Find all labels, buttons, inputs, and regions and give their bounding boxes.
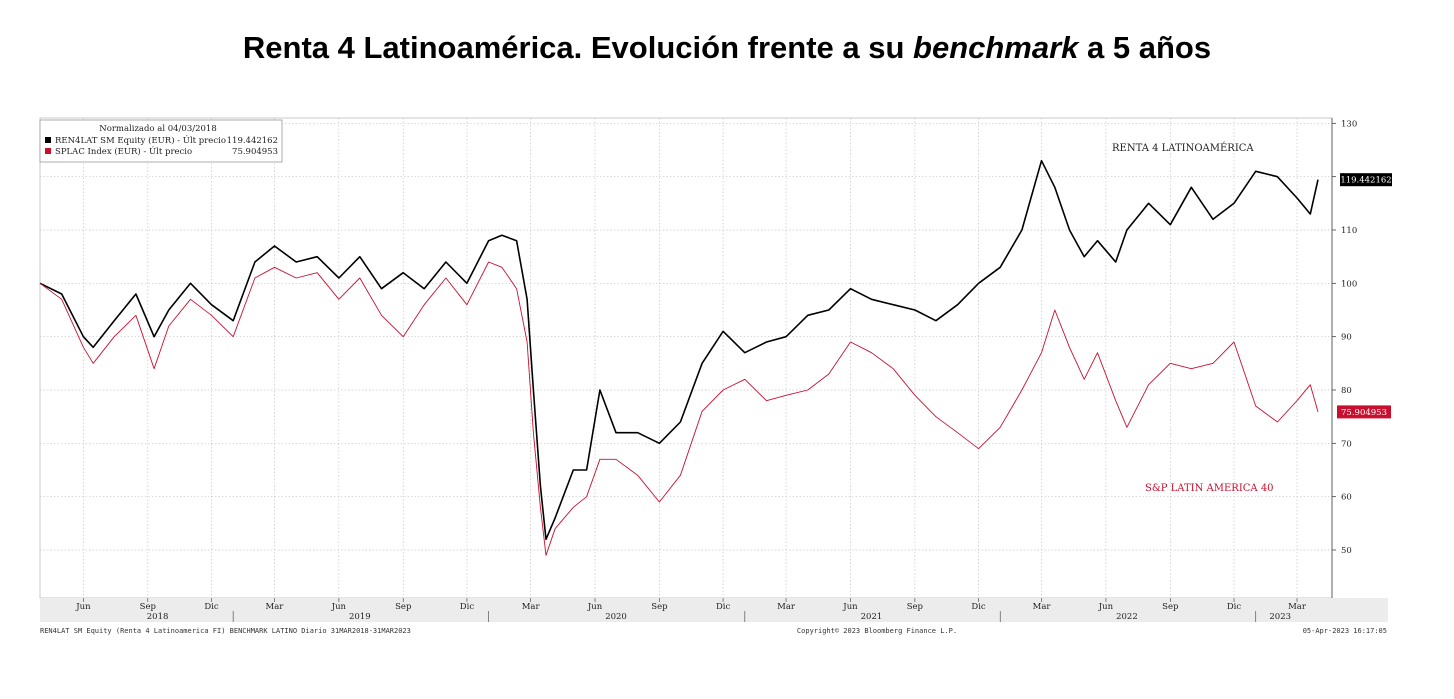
x-tick-label: Jun [331,602,347,612]
y-tick-label: 90 [1341,333,1352,343]
x-year-label: 2021 [861,612,883,622]
last-value-tag-splac: 75.904953 [1337,405,1391,418]
y-tick-label: 50 [1341,546,1352,556]
x-tick-label: Jun [587,602,603,612]
x-tick-label: Dic [1227,602,1242,612]
y-tick-label: 80 [1341,386,1352,396]
x-tick-label: Sep [1162,602,1179,612]
footer-left: REN4LAT SM Equity (Renta 4 Latinoamerica… [40,627,411,635]
y-axis: 5060708090100110120130 [1332,118,1357,598]
y-tick-label: 130 [1341,119,1357,129]
x-tick-label: Jun [842,602,858,612]
series-group [40,161,1318,556]
x-axis-band [40,598,1388,622]
x-tick-label: Jun [1098,602,1114,612]
grid [40,118,1332,598]
x-tick-label: Dic [716,602,731,612]
x-year-label: 2022 [1116,612,1138,622]
x-tick-label: Mar [266,602,285,612]
legend-header: Normalizado al 04/03/2018 [99,124,216,134]
annotation-renta: RENTA 4 LATINOAMÉRICA [1112,142,1254,154]
x-axis: Jun Sep Dic Mar Jun Sep Dic Mar Jun Sep Dic Mar Jun S… [40,598,1388,622]
legend-swatch-renta [45,137,51,143]
x-year-label: 2018 [147,612,169,622]
y-tick-label: 70 [1341,439,1352,449]
x-tick-label: Mar [777,602,796,612]
legend-swatch-splac [45,148,51,154]
x-year-label: 2020 [605,612,627,622]
legend-label-renta: REN4LAT SM Equity (EUR) - Últ precio [55,134,226,146]
x-tick-label: Jun [75,602,91,612]
annotation-splac: S&P LATIN AMERICA 40 [1145,483,1274,494]
footer-right: 05-Apr-2023 16:17:05 [1303,627,1387,635]
x-year-label: 2023 [1269,612,1291,622]
series-line-splac [40,262,1318,555]
x-tick-label: Sep [651,602,668,612]
x-tick-label: Mar [1288,602,1307,612]
last-value-tag-splac-text: 75.904953 [1341,408,1387,418]
legend-label-splac: SPLAC Index (EUR) - Últ precio [55,145,192,157]
legend-value-splac: 75.904953 [232,147,278,157]
x-tick-label: Sep [907,602,924,612]
x-tick-label: Mar [1033,602,1052,612]
x-tick-label: Dic [204,602,219,612]
y-tick-label: 60 [1341,493,1352,503]
last-value-tag-renta: 119.442162 [1340,173,1392,186]
footer-center: Copyright© 2023 Bloomberg Finance L.P. [797,627,957,635]
legend: Normalizado al 04/03/2018 REN4LAT SM Equ… [40,120,282,162]
x-tick-label: Dic [460,602,475,612]
y-tick-label: 100 [1341,279,1357,289]
legend-value-renta: 119.442162 [227,136,278,146]
x-tick-label: Mar [522,602,541,612]
y-tick-label: 110 [1341,226,1357,236]
last-value-tag-renta-text: 119.442162 [1340,176,1391,186]
x-tick-label: Dic [971,602,986,612]
x-year-label: 2019 [349,612,371,622]
x-tick-label: Sep [395,602,412,612]
series-line-renta [40,161,1318,540]
x-tick-label: Sep [140,602,157,612]
plot-frame [40,118,1332,598]
